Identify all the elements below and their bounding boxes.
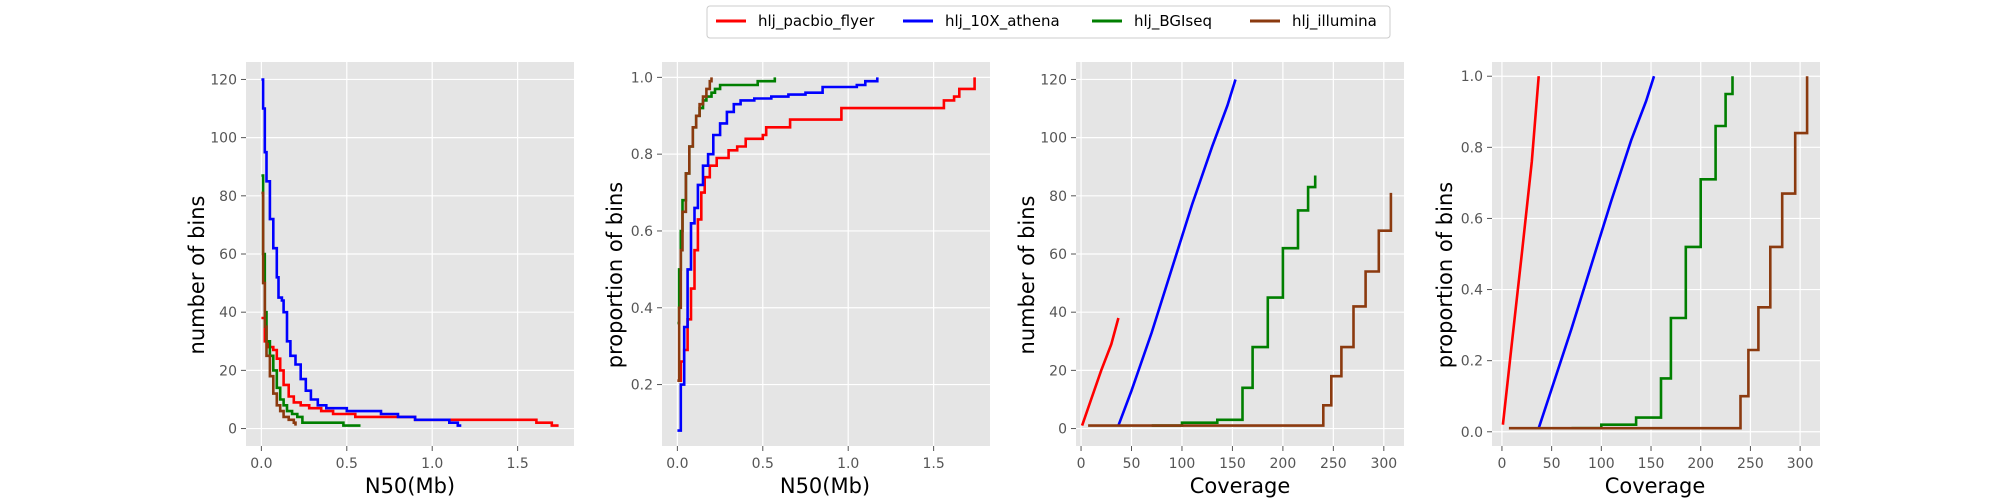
y-tick-label: 0.2 xyxy=(631,378,653,394)
y-tick-label: 0.0 xyxy=(1461,425,1483,441)
y-tick-label: 0.6 xyxy=(631,224,653,240)
legend-box xyxy=(706,5,1391,39)
series-line-hlj_illumina xyxy=(261,191,297,426)
y-tick-label: 20 xyxy=(219,363,237,379)
series-line-hlj_pacbio_flyer xyxy=(677,77,976,382)
series-line-hlj_10X_athena xyxy=(677,77,879,432)
y-tick-label: 40 xyxy=(219,305,237,321)
x-tick-label: 0 xyxy=(1077,456,1086,472)
x-tick-label: 0.5 xyxy=(752,456,774,472)
subplot-3-xlabel: Coverage xyxy=(1190,474,1291,498)
x-tick-label: 100 xyxy=(1588,456,1615,472)
x-tick-label: 300 xyxy=(1787,456,1814,472)
y-tick-label: 0 xyxy=(1058,422,1067,438)
x-tick-label: 100 xyxy=(1169,456,1196,472)
x-tick-label: 0 xyxy=(1497,456,1506,472)
legend-label-hlj_pacbio_flyer: hlj_pacbio_flyer xyxy=(758,12,875,31)
subplot-1-ylabel: number of bins xyxy=(185,196,209,355)
y-tick-label: 0.4 xyxy=(1461,283,1483,299)
series-line-hlj_10X_athena xyxy=(261,78,462,427)
y-tick-label: 1.0 xyxy=(1461,69,1483,85)
subplot-2: N50(Mb) proportion of bins 0.0 0.5 1.0 1.5 0… xyxy=(603,62,990,498)
x-tick-label: 150 xyxy=(1638,456,1665,472)
series-line-hlj_pacbio_flyer xyxy=(1080,317,1120,427)
plot-area xyxy=(1492,62,1820,446)
x-tick-label: 150 xyxy=(1219,456,1246,472)
subplot-4-ylabel: proportion of bins xyxy=(1433,182,1457,368)
x-tick-label: 1.5 xyxy=(506,456,528,472)
y-tick-label: 1.0 xyxy=(631,70,653,86)
y-tick-label: 80 xyxy=(1049,189,1067,205)
subplot-3: Coverage number of bins 0 50 100 150 200 250 3… xyxy=(1015,62,1404,498)
x-tick-label: 0.0 xyxy=(250,456,272,472)
y-tick-label: 0.2 xyxy=(1461,354,1483,370)
series-line-hlj_illumina xyxy=(1088,192,1393,427)
subplot-1-xlabel: N50(Mb) xyxy=(365,474,455,498)
y-tick-label: 60 xyxy=(219,247,237,263)
x-tick-label: 1.0 xyxy=(837,456,859,472)
x-tick-label: 250 xyxy=(1737,456,1764,472)
plot-area xyxy=(662,62,990,446)
x-tick-label: 200 xyxy=(1687,456,1714,472)
x-tick-label: 1.0 xyxy=(421,456,443,472)
y-tick-label: 0.8 xyxy=(1461,140,1483,156)
legend-label-hlj_illumina: hlj_illumina xyxy=(1292,12,1377,31)
series-line-hlj_10X_athena xyxy=(1537,75,1656,429)
subplot-4-xlabel: Coverage xyxy=(1605,474,1706,498)
y-tick-label: 0.8 xyxy=(631,147,653,163)
y-tick-label: 80 xyxy=(219,189,237,205)
y-tick-label: 120 xyxy=(1040,72,1067,88)
y-tick-label: 100 xyxy=(1040,131,1067,147)
legend: hlj_pacbio_flyer hlj_10X_athena hlj_BGIs… xyxy=(706,5,1391,39)
subplot-1: N50(Mb) number of bins 0.0 0.5 1.0 1.5 0 20 40… xyxy=(185,62,574,498)
series-line-hlj_pacbio_flyer xyxy=(1501,76,1540,425)
x-tick-label: 0.0 xyxy=(666,456,688,472)
y-tick-label: 120 xyxy=(210,72,237,88)
series-line-hlj_pacbio_flyer xyxy=(261,316,559,427)
y-tick-label: 0 xyxy=(228,422,237,438)
subplot-2-ylabel: proportion of bins xyxy=(603,182,627,368)
x-tick-label: 50 xyxy=(1123,456,1141,472)
series-line-hlj_illumina xyxy=(1508,76,1809,430)
y-tick-label: 20 xyxy=(1049,363,1067,379)
y-tick-label: 100 xyxy=(210,131,237,147)
y-tick-label: 0.6 xyxy=(1461,211,1483,227)
series-line-hlj_BGIseq xyxy=(1151,175,1317,427)
series-line-hlj_illumina xyxy=(677,77,713,382)
x-tick-label: 200 xyxy=(1270,456,1297,472)
x-tick-label: 300 xyxy=(1370,456,1397,472)
y-tick-label: 40 xyxy=(1049,305,1067,321)
subplot-2-xlabel: N50(Mb) xyxy=(780,474,870,498)
series-line-hlj_10X_athena xyxy=(1117,79,1237,427)
subplot-4: Coverage proportion of bins 0 50 100 150 200… xyxy=(1433,62,1820,498)
y-tick-label: 0.4 xyxy=(631,301,653,317)
legend-label-hlj_BGIseq: hlj_BGIseq xyxy=(1134,12,1212,31)
series-line-hlj_BGIseq xyxy=(1571,76,1734,430)
subplot-3-ylabel: number of bins xyxy=(1015,196,1039,355)
x-tick-label: 250 xyxy=(1320,456,1347,472)
y-tick-label: 60 xyxy=(1049,247,1067,263)
x-tick-label: 0.5 xyxy=(336,456,358,472)
x-tick-label: 50 xyxy=(1543,456,1561,472)
legend-label-hlj_10X_athena: hlj_10X_athena xyxy=(945,12,1060,31)
series-line-hlj_BGIseq xyxy=(261,174,361,427)
x-tick-label: 1.5 xyxy=(922,456,944,472)
